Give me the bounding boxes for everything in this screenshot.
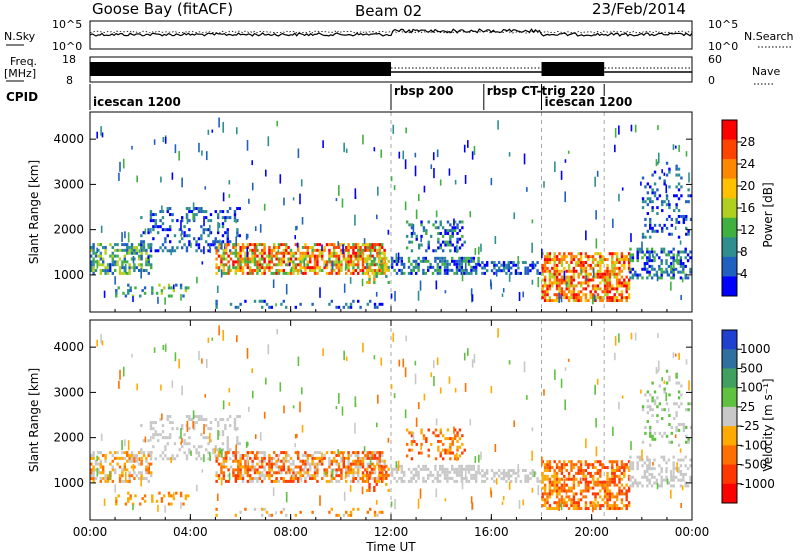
nsearch-label: N.Search xyxy=(744,30,794,43)
nsky-tick-low: 10^0 xyxy=(52,40,82,53)
colorbar-swatch xyxy=(722,426,737,446)
colorbar-tick-label: 4 xyxy=(740,267,748,281)
colorbar-swatch xyxy=(722,256,737,277)
nsky-panel: N.Sky 10^5 10^0 10^5 10^0 N.Search xyxy=(4,18,794,53)
velocity-panel: 1000 2000 3000 4000 Slant Range [km] 1000 50… xyxy=(27,319,775,521)
colorbar-swatch xyxy=(722,198,737,219)
power-heatmap xyxy=(90,112,693,312)
cpid-label: CPID xyxy=(6,90,38,104)
colorbar-tick-label: 24 xyxy=(740,157,755,171)
range-tick-label: 1000 xyxy=(53,268,84,282)
power-panel: 1000 2000 3000 4000 Slant Range [km] 28 24 20… xyxy=(27,111,775,313)
colorbar-swatch xyxy=(722,483,737,504)
colorbar-swatch xyxy=(722,237,737,258)
colorbar-tick-label: -500 xyxy=(740,458,767,472)
colorbar-tick-label: 28 xyxy=(740,135,755,149)
cpid-panel: CPID icescan 1200 rbsp 200 rbsp CT-trig 22… xyxy=(6,84,632,110)
power-colorbar-label: Power [dB] xyxy=(761,182,775,247)
velocity-colorbar-label: Velocity [m s⁻¹] xyxy=(761,378,775,471)
colorbar-tick-label: 8 xyxy=(740,245,748,259)
power-colorbar: 28 24 20 16 12 8 4 xyxy=(721,119,755,297)
power-ylabel: Slant Range [km] xyxy=(27,160,41,264)
range-tick-label: 1000 xyxy=(53,476,84,490)
range-tick-label: 4000 xyxy=(53,132,84,146)
nave-tick-high: 60 xyxy=(708,53,722,66)
nsky-tick-high: 10^5 xyxy=(52,18,82,31)
cpid-segment-label: icescan 1200 xyxy=(545,95,633,109)
nave-tick-low: 0 xyxy=(708,74,715,87)
nsky-label: N.Sky xyxy=(4,30,36,43)
time-tick-label: 12:00 xyxy=(374,525,409,539)
time-axis-label: Time UT xyxy=(365,540,416,554)
time-axis: 00:00 04:00 08:00 12:00 16:00 20:00 00:00 xyxy=(73,306,710,539)
colorbar-swatch xyxy=(722,139,737,160)
nsearch-tick-high: 10^5 xyxy=(708,18,738,31)
velocity-heatmap xyxy=(90,320,693,520)
colorbar-swatch xyxy=(722,120,737,141)
colorbar-tick-label: 16 xyxy=(740,201,755,215)
time-tick-label: 04:00 xyxy=(173,525,208,539)
range-tick-label: 4000 xyxy=(53,340,84,354)
freq-tick-low: 8 xyxy=(66,74,73,87)
colorbar-tick-label: 25 xyxy=(740,400,755,414)
colorbar-tick-label: 12 xyxy=(740,223,755,237)
colorbar-swatch xyxy=(722,387,737,408)
freq-label: Freq. xyxy=(10,55,37,68)
colorbar-tick-label: -1000 xyxy=(740,477,775,491)
beam-label: Beam 02 xyxy=(355,2,422,20)
cpid-segment-label: rbsp 200 xyxy=(394,84,453,98)
cpid-segment-label: icescan 1200 xyxy=(93,95,181,109)
time-tick-label: 08:00 xyxy=(273,525,308,539)
nave-label: Nave xyxy=(752,65,780,78)
time-tick-label: 00:00 xyxy=(73,525,108,539)
velocity-ylabel: Slant Range [km] xyxy=(27,368,41,472)
colorbar-swatch xyxy=(722,217,737,238)
freq-unit-label: [MHz] xyxy=(4,67,36,80)
date-label: 23/Feb/2014 xyxy=(592,0,686,18)
colorbar-tick-label: -100 xyxy=(740,438,767,452)
freq-tick-high: 18 xyxy=(62,53,76,66)
freq-panel: Freq. [MHz] 18 8 60 0 Nave xyxy=(4,53,780,87)
cpid-segment-label: rbsp CT-trig 220 xyxy=(487,84,595,98)
range-tick-label: 2000 xyxy=(53,431,84,445)
range-tick-label: 3000 xyxy=(53,385,84,399)
time-tick-label: 00:00 xyxy=(675,525,710,539)
velocity-colorbar: 1000 500 100 25 -25 -100 -500 -1000 xyxy=(721,329,775,504)
colorbar-swatch xyxy=(722,406,737,427)
nsky-trace xyxy=(89,28,693,37)
colorbar-swatch xyxy=(722,178,737,199)
colorbar-swatch xyxy=(722,349,737,369)
colorbar-tick-label: 100 xyxy=(740,381,763,395)
freq-trace xyxy=(90,62,692,76)
colorbar-tick-label: 20 xyxy=(740,179,755,193)
site-title: Goose Bay (fitACF) xyxy=(92,0,233,18)
time-tick-label: 20:00 xyxy=(574,525,609,539)
colorbar-swatch xyxy=(722,368,737,389)
colorbar-swatch xyxy=(722,159,737,180)
nsearch-tick-low: 10^0 xyxy=(708,40,738,53)
colorbar-swatch xyxy=(722,276,737,297)
colorbar-swatch xyxy=(722,330,737,350)
range-tick-label: 2000 xyxy=(53,223,84,237)
colorbar-tick-label: 500 xyxy=(740,361,763,375)
range-tick-label: 3000 xyxy=(53,177,84,191)
time-tick-label: 16:00 xyxy=(474,525,509,539)
colorbar-tick-label: 1000 xyxy=(740,342,771,356)
colorbar-tick-label: -25 xyxy=(740,419,760,433)
colorbar-swatch xyxy=(722,464,737,485)
colorbar-swatch xyxy=(722,445,737,466)
